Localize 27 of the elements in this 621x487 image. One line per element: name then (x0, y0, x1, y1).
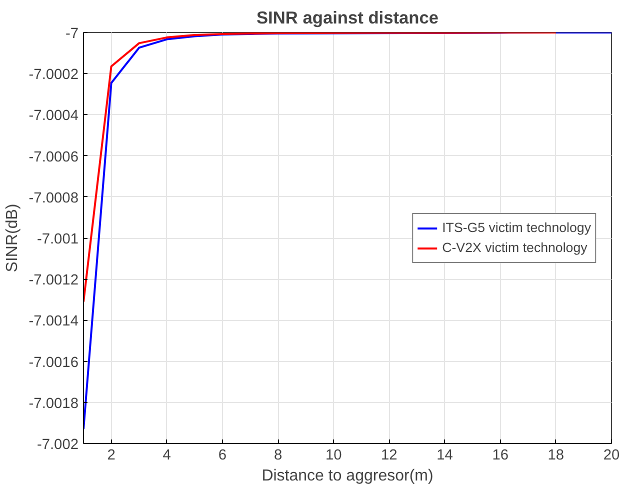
y-tick-label: -7.0004 (28, 108, 79, 124)
y-tick-label: -7.0016 (28, 354, 79, 371)
x-tick-label: 10 (325, 448, 342, 464)
y-tick-label: -7.0008 (28, 190, 79, 206)
y-tick-label: -7.0002 (28, 67, 79, 84)
y-tick-label: -7.0018 (28, 396, 79, 412)
x-tick-label: 12 (381, 448, 398, 464)
y-tick-label: -7.0014 (28, 314, 79, 330)
x-tick-label: 18 (548, 448, 564, 464)
legend-label: C-V2X victim technology (442, 240, 588, 255)
x-tick-label: 20 (603, 448, 620, 464)
y-axis-title: SINR(dB) (4, 204, 21, 272)
line-series (84, 32, 612, 430)
x-tick-label: 2 (107, 448, 116, 464)
x-tick-label: 8 (274, 448, 282, 464)
y-tick-label: -7 (65, 26, 79, 42)
y-tick-label: -7.0006 (28, 149, 79, 166)
x-axis-title: Distance to aggresor(m) (262, 468, 434, 484)
x-tick-label: 14 (436, 448, 453, 464)
x-tick-label: 6 (218, 448, 227, 464)
y-tick-label: -7.001 (36, 232, 79, 248)
legend-label: ITS-G5 victim technology (442, 220, 591, 235)
y-tick-label: -7.002 (36, 437, 79, 453)
chart-title: SINR against distance (256, 8, 439, 28)
y-tick-label: -7.0012 (28, 272, 79, 289)
x-tick-label: 4 (162, 448, 171, 464)
x-tick-label: 16 (492, 448, 509, 464)
